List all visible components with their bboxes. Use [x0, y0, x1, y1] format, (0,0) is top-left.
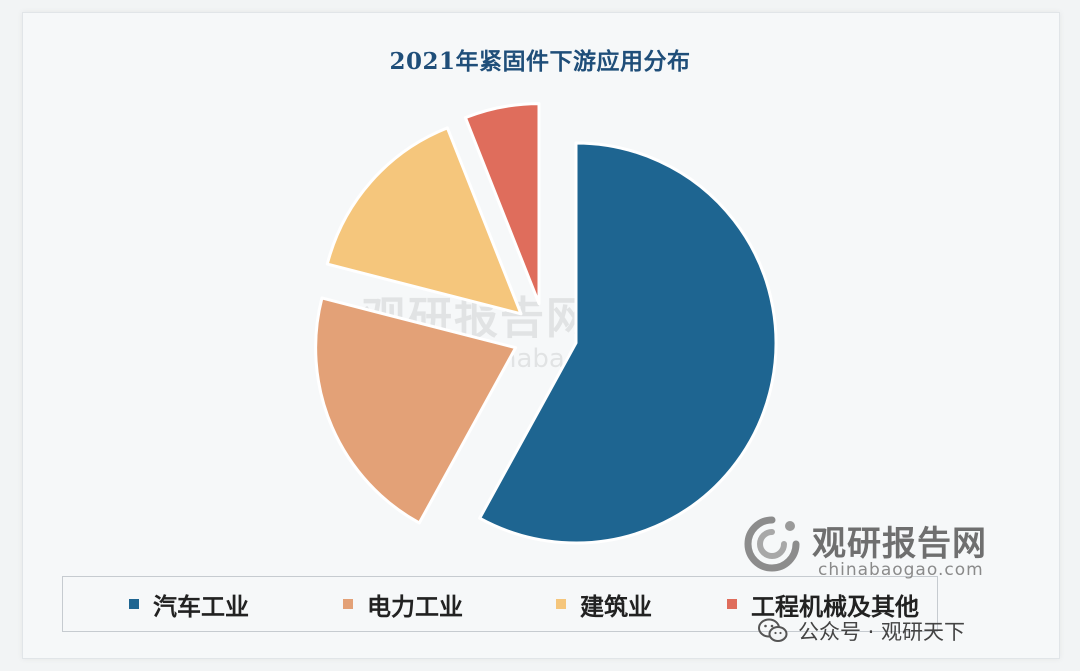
legend-swatch	[343, 599, 353, 609]
wechat-account: 公众号 · 观研天下	[758, 614, 965, 648]
pie-slices	[314, 102, 778, 545]
brand-watermark: 观研报告网 chinabaogao.com	[740, 512, 1040, 582]
chart-card	[22, 12, 1060, 659]
wechat-icon	[758, 618, 788, 642]
legend-label: 建筑业	[580, 592, 652, 621]
legend-item-auto: 汽车工业	[129, 589, 249, 621]
legend: 汽车工业 电力工业 建筑业 工程机械及其他	[62, 576, 938, 632]
chart-title: 2021年紧固件下游应用分布	[389, 48, 691, 75]
pie-slice-power	[314, 296, 518, 525]
pie-slice-machinery	[463, 102, 541, 306]
pie-slice-construction	[325, 126, 523, 316]
legend-swatch	[556, 599, 566, 609]
legend-swatch	[727, 599, 737, 609]
brand-name: 观研报告网	[812, 524, 987, 564]
legend-label: 电力工业	[367, 592, 463, 621]
pie-slice-auto	[478, 141, 778, 545]
brand-logo-icon	[744, 516, 800, 572]
brand-url: chinabaogao.com	[818, 560, 984, 580]
wechat-text: 公众号 · 观研天下	[798, 620, 966, 644]
legend-item-machinery: 工程机械及其他	[727, 589, 919, 621]
legend-item-power: 电力工业	[343, 589, 463, 621]
legend-item-construction: 建筑业	[556, 589, 652, 621]
legend-label: 工程机械及其他	[751, 592, 919, 621]
legend-label: 汽车工业	[153, 592, 249, 621]
legend-swatch	[129, 599, 139, 609]
